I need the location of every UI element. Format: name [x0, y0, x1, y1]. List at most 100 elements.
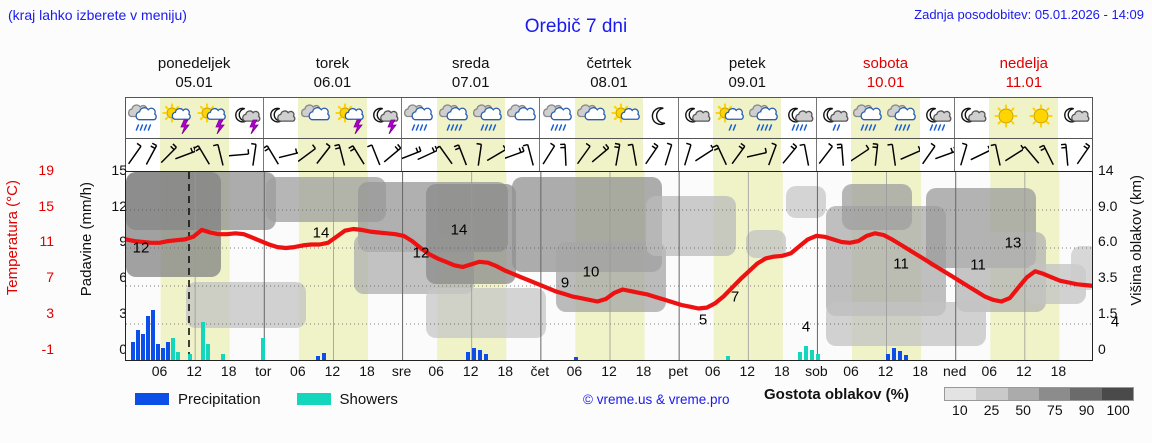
- wind-quarter: [160, 139, 197, 171]
- temperature-label: 14: [312, 224, 330, 242]
- showers-swatch: [296, 393, 331, 405]
- cloud-rain-icon: [402, 98, 436, 138]
- cloud-icon: [574, 98, 609, 138]
- wind-quarter: [434, 139, 471, 171]
- icon-day-0: [126, 98, 265, 138]
- wind-quarter: [126, 139, 160, 171]
- wind-quarter: [989, 139, 1025, 171]
- wind-quarter: [540, 139, 574, 171]
- wind-quarter: [400, 139, 439, 171]
- sun-cloud-thunder-icon: [194, 98, 229, 138]
- axis-tick: 3.5: [1098, 269, 1118, 286]
- cloud-density-segment-4: [1070, 388, 1102, 400]
- wind-quarter: [193, 139, 229, 171]
- axis-tick: -1: [41, 340, 54, 357]
- axis-tick: 0: [1098, 340, 1106, 357]
- time-tick: sob: [805, 363, 828, 379]
- wind-quarter: [367, 139, 402, 171]
- time-tick: 12: [739, 363, 756, 379]
- moon-cloud-icon: [264, 98, 298, 138]
- time-tick: 12: [324, 363, 341, 379]
- icon-day-2: [402, 98, 541, 138]
- wind-barb-strip: [125, 139, 1093, 171]
- moon-cloud-thunder-icon: [229, 98, 263, 138]
- day-header-1: torek 06.01: [263, 54, 401, 94]
- day-date: 09.01: [728, 74, 767, 91]
- time-tick: tor: [255, 363, 272, 379]
- axis-tick: 3: [119, 304, 127, 321]
- time-tick: 12: [877, 363, 894, 379]
- cloud-density-tick: 10: [952, 402, 968, 418]
- time-tick: 18: [635, 363, 652, 379]
- cloud-density-tick: 25: [983, 402, 1000, 418]
- cloud-density-tick: 90: [1078, 402, 1095, 418]
- moon-cloud-icon: [679, 98, 713, 138]
- time-tick: 18: [912, 363, 928, 379]
- moon-cloud-thunder-icon: [367, 98, 401, 138]
- cloud-rain-icon: [470, 98, 506, 138]
- day-name: torek: [315, 55, 350, 72]
- cloud-density-segment-0: [945, 388, 977, 400]
- wind-quarter: [712, 139, 748, 171]
- wind-day-3: [540, 139, 679, 171]
- wind-quarter: [850, 139, 886, 171]
- icon-day-4: [679, 98, 817, 138]
- time-tick: 06: [566, 363, 583, 379]
- wind-quarter: [332, 139, 367, 171]
- axis-tick: 9.0: [1098, 197, 1118, 214]
- wind-quarter: [679, 139, 714, 171]
- copyright-link[interactable]: © vreme.us & vreme.pro: [583, 392, 730, 407]
- wind-quarter: [298, 139, 333, 171]
- temperature-line: [126, 226, 1092, 311]
- time-axis-tick-labels: 06 12 18 tor 06 12 18 sre 06 12 18 čet 06 12 18 pet 06 12…: [125, 363, 1093, 383]
- cloud-density-tick: 75: [1047, 402, 1063, 418]
- time-tick: 12: [186, 363, 202, 379]
- axis-tick: 9: [119, 233, 127, 250]
- location-menu-note[interactable]: (kraj lahko izberete v meniju): [8, 7, 187, 23]
- time-tick: ned: [943, 363, 967, 379]
- temperature-label: 11: [970, 256, 986, 274]
- axis-tick: 14: [1098, 162, 1114, 178]
- moon-cloud-icon: [955, 98, 989, 138]
- temperature-label: 4: [1110, 313, 1120, 331]
- time-tick: 06: [704, 363, 721, 379]
- precipitation-bars: [131, 310, 908, 360]
- day-header-5: sobota 10.01: [816, 54, 954, 94]
- cloud-density-colorbar-ticks: 10 25 50 75 90 100: [944, 402, 1144, 420]
- cloud-density-legend-label: Gostota oblakov (%): [764, 386, 910, 403]
- cloud-rain-icon: [747, 98, 782, 138]
- temperature-label: 12: [412, 244, 430, 262]
- day-header-3: četrtek 08.01: [540, 54, 678, 94]
- wind-quarter: [470, 139, 507, 171]
- time-tick: 12: [601, 363, 617, 379]
- temperature-label: 12: [132, 239, 150, 257]
- weather-icon-strip: [125, 97, 1093, 139]
- icon-day-3: [540, 98, 679, 138]
- wind-quarter: [1058, 139, 1092, 171]
- temperature-label: 7: [730, 288, 740, 306]
- temperature-label: 4: [801, 318, 811, 336]
- time-tick: 18: [497, 363, 514, 379]
- axis-tick: 12: [111, 197, 127, 214]
- axis-tick: 3: [46, 304, 54, 321]
- time-tick: 18: [220, 363, 237, 379]
- axis-tick: 7: [46, 269, 54, 286]
- plot-canvas: [126, 172, 1092, 360]
- day-name: nedelja: [999, 55, 1049, 72]
- gridlines: [126, 172, 1092, 360]
- wind-day-4: [679, 139, 817, 171]
- time-tick: 18: [774, 363, 790, 379]
- time-tick: 06: [428, 363, 444, 379]
- time-tick: 06: [843, 363, 859, 379]
- day-name: sreda: [451, 55, 490, 72]
- temperature-label: 11: [893, 255, 909, 273]
- cloud-rain-icon: [436, 98, 471, 138]
- sun-cloud-thunder-icon: [332, 98, 367, 138]
- day-date: 10.01: [866, 74, 905, 91]
- cloud-density-segment-5: [1101, 388, 1133, 400]
- time-tick: sre: [391, 363, 412, 379]
- icon-day-1: [264, 98, 403, 138]
- day-date: 06.01: [313, 74, 352, 91]
- day-header-2: sreda 07.01: [402, 54, 540, 94]
